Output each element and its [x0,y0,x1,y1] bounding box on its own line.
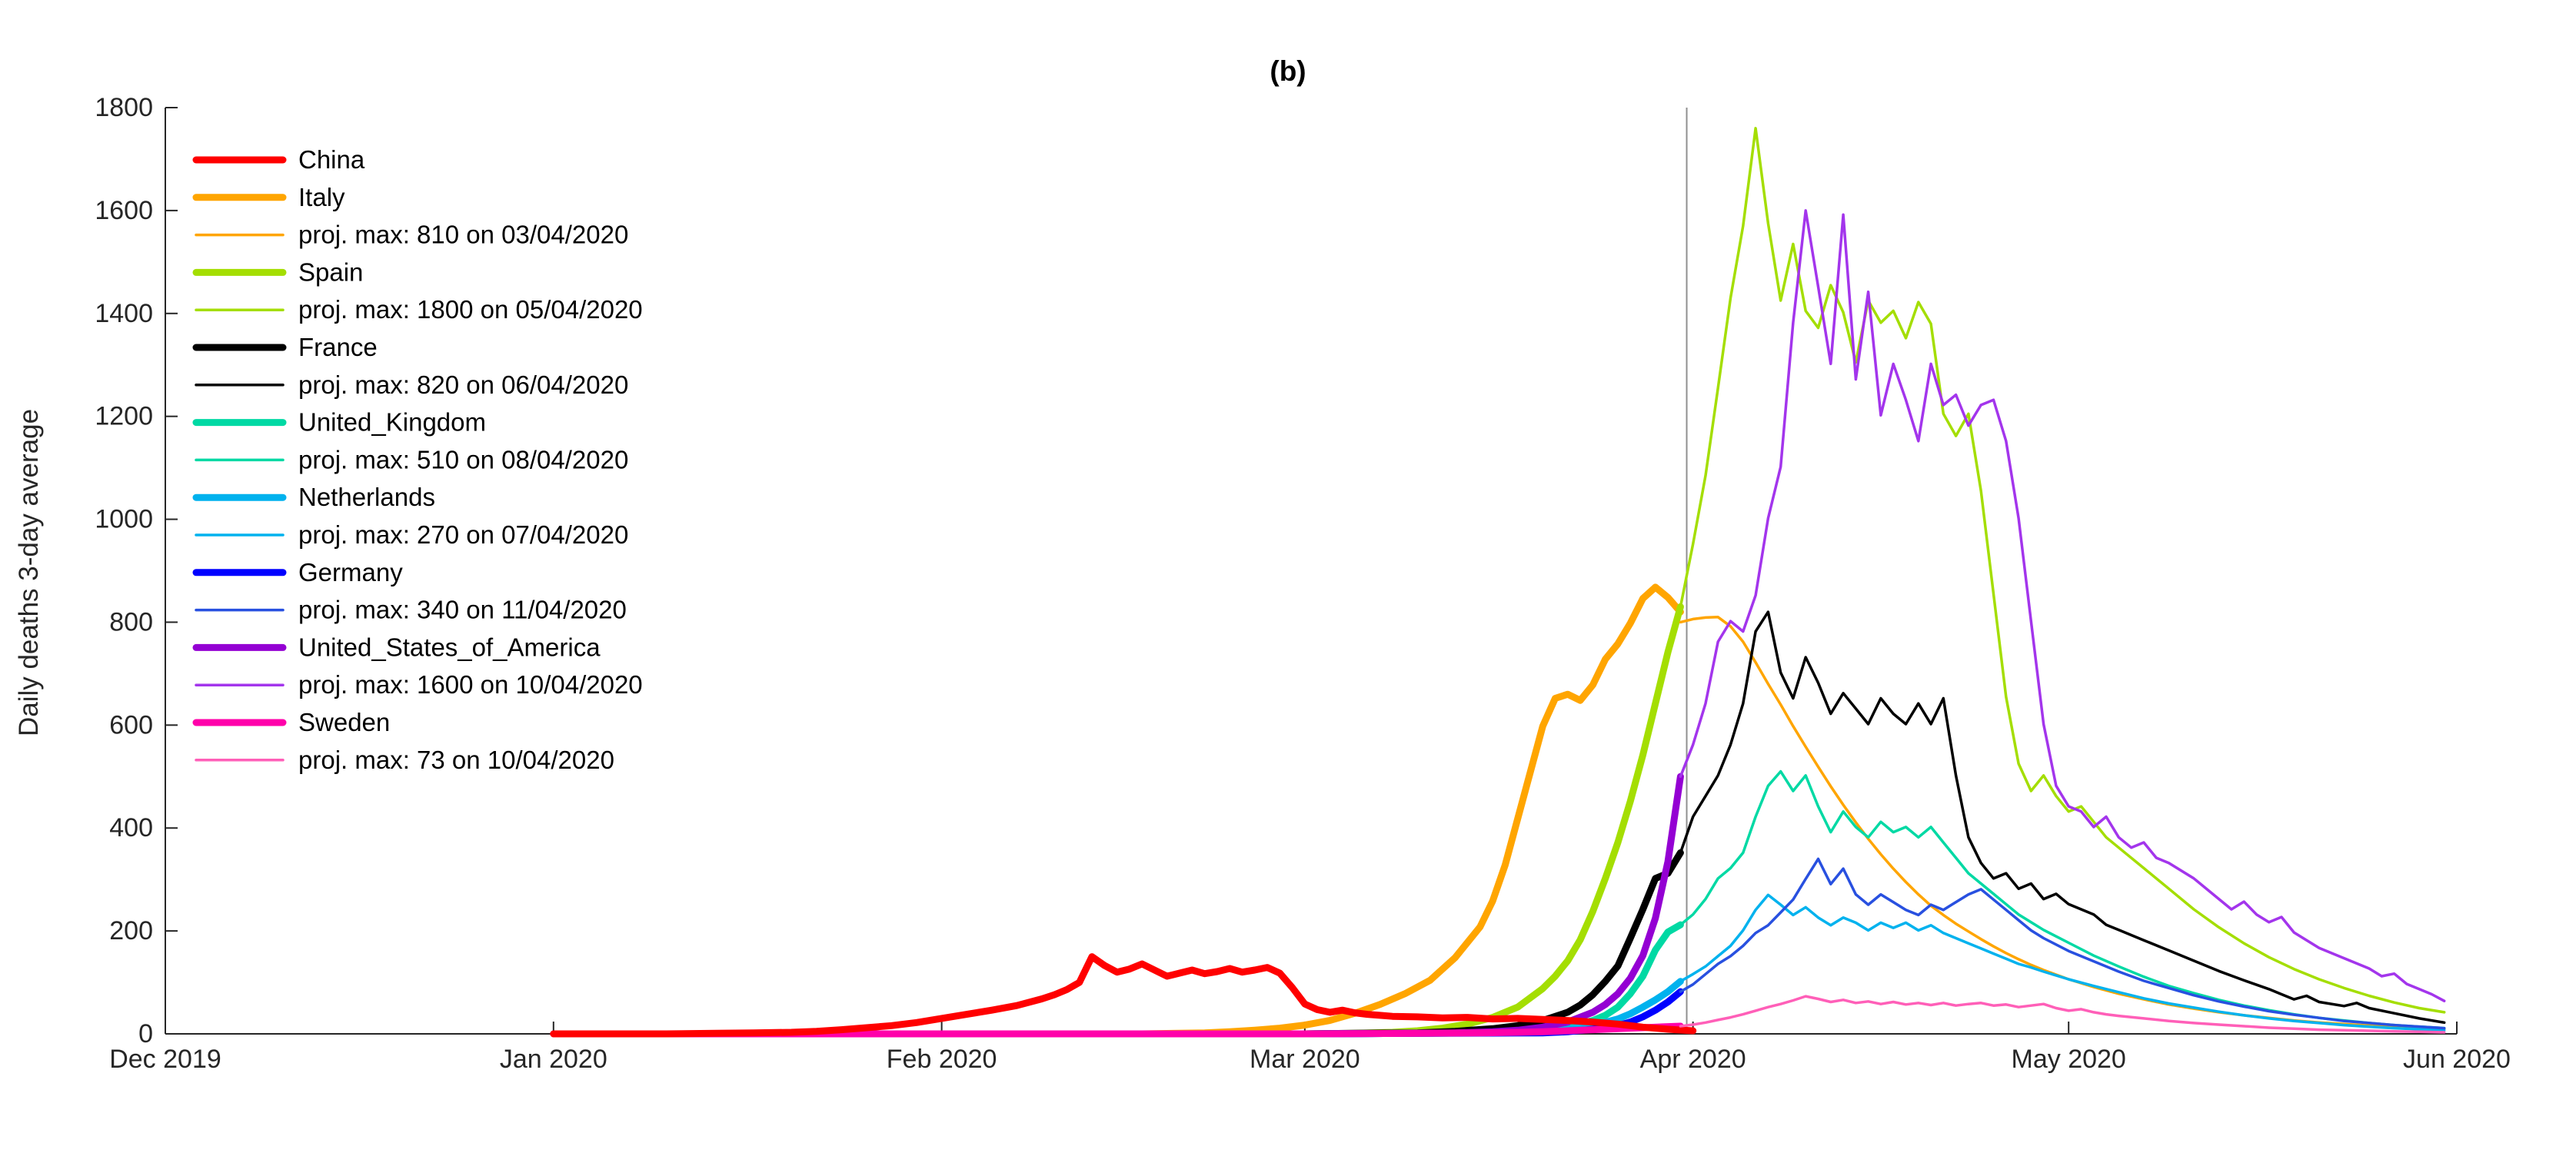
chart-title: (b) [1270,55,1306,87]
y-tick-label: 1800 [95,93,153,122]
legend-item: proj. max: 1600 on 10/04/2020 [195,670,643,699]
legend-label: United_States_of_America [298,633,601,661]
legend-item: proj. max: 810 on 03/04/2020 [195,221,628,249]
y-tick-label: 1000 [95,505,153,534]
legend-item: proj. max: 270 on 07/04/2020 [195,520,628,549]
legend-label: Spain [298,258,363,286]
y-tick-label: 0 [138,1019,153,1048]
series-italy-projection [1679,616,2446,1031]
y-tick-label: 1400 [95,299,153,328]
legend-label: Germany [298,558,403,586]
legend-label: Italy [298,183,345,211]
y-tick-label: 1600 [95,196,153,225]
legend-label: Netherlands [298,483,435,511]
x-tick-label: Apr 2020 [1640,1045,1746,1074]
series-germany-projection [1679,857,2446,1030]
legend-item: proj. max: 510 on 08/04/2020 [195,445,628,473]
legend-label: proj. max: 820 on 06/04/2020 [298,370,628,399]
series-sweden-projection [1679,995,2446,1034]
x-tick-label: Jun 2020 [2403,1045,2511,1074]
y-tick-label: 1200 [95,402,153,431]
x-tick-label: May 2020 [2012,1045,2126,1074]
series-france-observed [1301,849,1684,1038]
legend-item: Germany [192,558,403,586]
x-tick-label: Jan 2020 [500,1045,607,1074]
legend-item: proj. max: 1800 on 05/04/2020 [195,295,643,324]
legend-item: Italy [192,183,345,211]
legend-item: proj. max: 340 on 11/04/2020 [195,596,627,624]
y-tick-label: 400 [109,813,153,842]
legend-item: China [192,145,365,174]
legend-label: proj. max: 810 on 03/04/2020 [298,221,628,249]
x-tick-label: Mar 2020 [1250,1045,1360,1074]
legend-item: proj. max: 820 on 06/04/2020 [195,370,628,399]
legend-item: United_Kingdom [192,408,486,437]
series-china-observed [550,953,1697,1038]
legend-label: China [298,145,365,174]
legend-label: proj. max: 270 on 07/04/2020 [298,520,628,549]
legend-label: Sweden [298,708,390,736]
series-united_states_of_america-projection [1679,209,2446,1002]
legend-item: France [192,333,378,361]
x-tick-label: Feb 2020 [887,1045,997,1074]
y-tick-label: 800 [109,607,153,636]
y-tick-label: 600 [109,710,153,739]
legend-label: proj. max: 1600 on 10/04/2020 [298,670,643,699]
legend-item: United_States_of_America [192,633,601,661]
legend-label: proj. max: 73 on 10/04/2020 [298,746,614,774]
series-netherlands-projection [1679,893,2446,1032]
series-spain-observed [1301,603,1684,1038]
legend-label: proj. max: 1800 on 05/04/2020 [298,295,643,324]
legend-item: Netherlands [192,483,435,511]
series-italy-observed [938,583,1684,1038]
legend-label: France [298,333,378,361]
legend-item: Sweden [192,708,390,736]
legend-item: proj. max: 73 on 10/04/2020 [195,746,614,774]
legend: China Italy proj. max: 810 on 03/04/2020 Sp… [192,145,643,774]
legend-label: United_Kingdom [298,408,486,437]
x-tick-label: Dec 2019 [109,1045,221,1074]
y-tick-label: 200 [109,916,153,945]
series-france-projection [1679,610,2446,1025]
y-axis-label: Daily deaths 3-day average [14,408,44,737]
legend-item: Spain [192,258,363,286]
legend-label: proj. max: 340 on 11/04/2020 [298,596,627,624]
legend-label: proj. max: 510 on 08/04/2020 [298,445,628,473]
series-spain-projection [1679,127,2446,1014]
